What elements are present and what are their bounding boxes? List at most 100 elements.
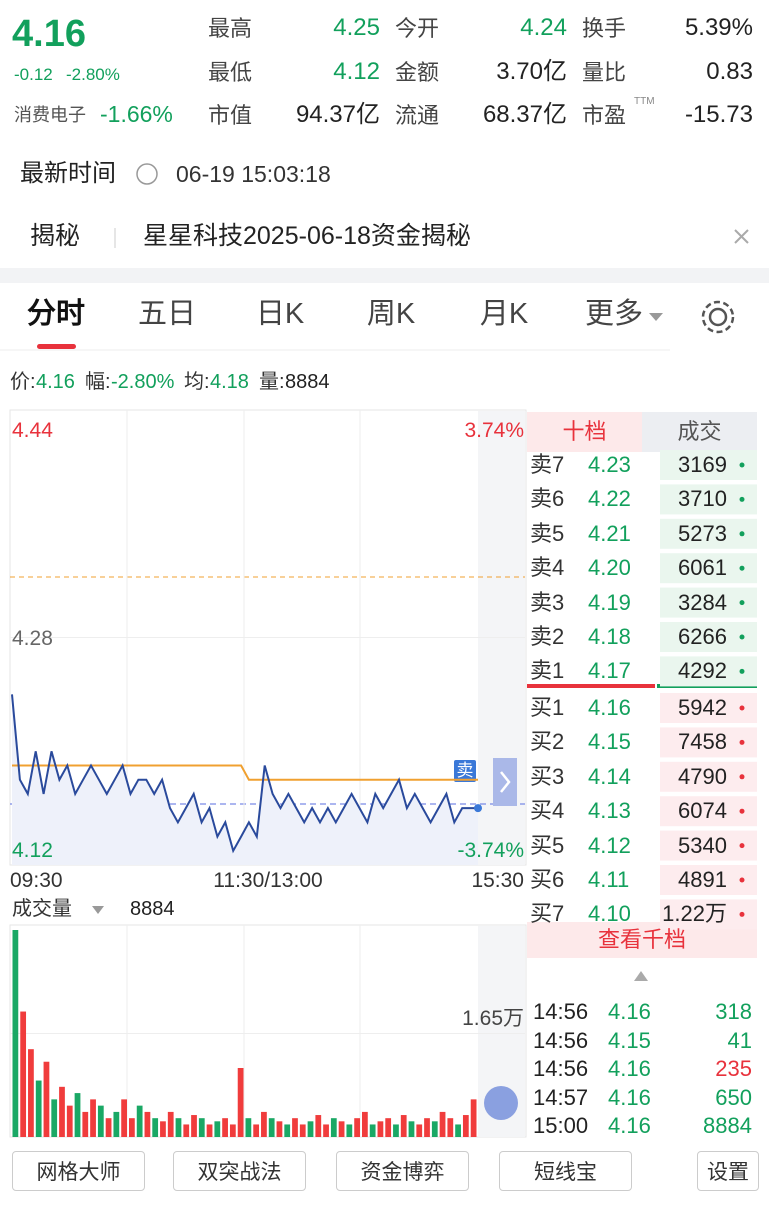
ob-label: 卖2: [530, 624, 565, 649]
tab: 更多: [584, 298, 643, 330]
volume-bar: [439, 1111, 446, 1137]
ob-label: 买7: [530, 901, 565, 927]
volume-bar: [431, 1121, 438, 1137]
more-depth[interactable]: 查看千档: [597, 927, 686, 952]
trade-price: 4.16: [608, 999, 651, 1024]
ob-tab[interactable]: 成交: [677, 419, 722, 444]
tool-button[interactable]: 资金博弈: [336, 1151, 469, 1191]
ob-label: 卖7: [530, 452, 565, 477]
tool-button[interactable]: 网格大师: [12, 1151, 145, 1191]
news-tag: 揭秘: [30, 222, 81, 250]
settings-icon[interactable]: [708, 307, 728, 327]
ob-price: 4.17: [588, 658, 631, 684]
volume-bar: [160, 1121, 166, 1137]
volume-bar: [12, 930, 19, 1137]
fullscreen-btn[interactable]: [484, 1086, 518, 1120]
change-pct: -2.80%: [66, 65, 120, 84]
ob-dot: [739, 531, 745, 537]
time-label: 最新时间: [20, 160, 116, 187]
expand-tab[interactable]: [493, 758, 517, 806]
ob-volume: 3710: [678, 486, 727, 512]
stat-value: -15.73: [684, 101, 753, 128]
volume-bar: [315, 1115, 322, 1137]
volume-bar: [330, 1118, 337, 1137]
volume-bar: [90, 1099, 96, 1137]
ob-price: 4.20: [588, 555, 631, 581]
info-icon[interactable]: [136, 163, 158, 185]
stat-value: 5.39%: [684, 14, 753, 41]
ob-price: 4.12: [588, 832, 631, 858]
badge-bg: [454, 760, 476, 782]
settings-button[interactable]: 设置: [697, 1151, 759, 1191]
close-icon[interactable]: [734, 229, 749, 244]
info-label: 均:: [184, 371, 210, 393]
ob-dot: [739, 774, 745, 780]
ob-label: 买3: [530, 763, 565, 789]
ob-price: 4.10: [588, 901, 631, 927]
ob-volume: 7458: [678, 729, 727, 755]
dropdown-icon: [92, 906, 104, 914]
ob-volume: 1.22万: [662, 901, 727, 927]
stat-value: 3.70亿: [496, 58, 567, 85]
pct-label: 3.74%: [464, 419, 524, 442]
trade-time: 14:56: [533, 999, 589, 1024]
stat-value: 4.12: [333, 58, 380, 85]
trade-time: 14:57: [533, 1084, 589, 1110]
volume-bar: [284, 1124, 291, 1137]
info-value: -2.80%: [111, 371, 175, 393]
volume-bar: [175, 1118, 182, 1137]
tab: 分时: [26, 298, 85, 330]
ob-label: 卖4: [530, 555, 565, 581]
trade-price: 4.16: [608, 1113, 651, 1138]
volume-bar: [346, 1124, 353, 1137]
tool-button[interactable]: 双突战法: [173, 1151, 306, 1191]
ob-tab[interactable]: 十档: [562, 419, 607, 444]
ob-volume: 5340: [678, 832, 727, 858]
tool-button[interactable]: 短线宝: [499, 1151, 632, 1191]
trade-time: 15:00: [533, 1113, 589, 1138]
volume-bar: [385, 1118, 392, 1137]
stat-label: 换手: [582, 16, 627, 41]
volume-bar: [400, 1115, 407, 1137]
trade-volume: 650: [715, 1084, 752, 1110]
ob-volume: 6266: [678, 624, 727, 649]
ob-price: 4.19: [588, 589, 631, 615]
stat-label: 最低: [208, 60, 253, 85]
volume-bar: [354, 1118, 360, 1137]
news-text[interactable]: 星星科技2025-06-18资金揭秘: [143, 222, 471, 250]
ob-label: 买5: [530, 832, 565, 858]
volume-bar: [229, 1124, 236, 1137]
trade-badge: 卖: [456, 761, 474, 780]
volume-bar: [245, 1118, 252, 1137]
ob-volume: 4790: [678, 763, 727, 789]
sector: 消费电子: [14, 105, 86, 125]
ob-dot: [739, 877, 745, 883]
ob-dot: [739, 600, 745, 606]
volume-bar: [136, 1105, 143, 1137]
volume-bar: [35, 1080, 42, 1137]
stat-value: 94.37亿: [295, 101, 380, 128]
pct-label: -3.74%: [457, 839, 524, 862]
stat-sup: TTM: [634, 96, 655, 107]
volume-bar: [307, 1121, 314, 1137]
ob-dot: [739, 705, 745, 711]
y-tick-label: 4.28: [12, 626, 53, 650]
ob-volume: 3169: [678, 452, 727, 477]
info-label: 量:: [259, 371, 285, 393]
x-label: 09:30: [10, 869, 63, 892]
tab-underline: [37, 344, 76, 349]
trade-volume: 41: [727, 1027, 752, 1053]
price-area: [12, 694, 478, 865]
volume-bar: [28, 1049, 34, 1137]
trade-time: 14:56: [533, 1027, 589, 1053]
volume-bar: [97, 1105, 104, 1137]
volume-bar: [121, 1099, 127, 1137]
trade-time: 14:56: [533, 1056, 589, 1081]
ob-label: 买1: [530, 695, 565, 720]
volume-bar: [268, 1118, 275, 1137]
stat-label: 金额: [395, 60, 440, 85]
price: 4.16: [12, 13, 86, 55]
volume-bar: [237, 1068, 244, 1137]
volume-bar: [470, 1099, 477, 1137]
ob-label: 买2: [530, 729, 565, 755]
